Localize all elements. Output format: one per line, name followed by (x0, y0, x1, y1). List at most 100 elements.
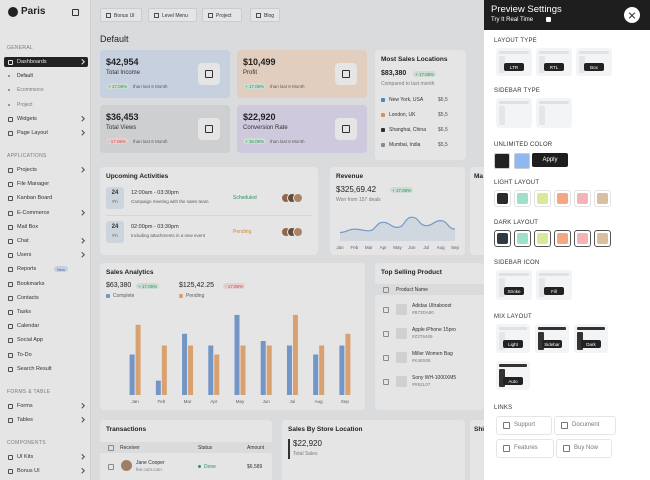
menu-label: Tables (17, 417, 33, 423)
swatch-frame[interactable] (594, 190, 611, 207)
menu-icon (8, 224, 13, 230)
bar (234, 314, 240, 395)
layout-option[interactable]: Sidebar (535, 324, 569, 353)
color-swatch (497, 193, 508, 204)
swatch-frame[interactable] (574, 190, 591, 207)
submenu-item[interactable]: Ecommerce (17, 87, 44, 94)
section-title: GENERAL (7, 45, 33, 51)
checkbox[interactable] (108, 464, 114, 470)
backdrop[interactable] (0, 0, 484, 480)
checkbox[interactable] (383, 331, 389, 337)
menu-item[interactable]: Search Result (4, 364, 88, 374)
activities-card: Upcoming Activities 24 Fri 12:00am - 03:30p… (100, 167, 318, 255)
menu-item[interactable]: To-Do (4, 350, 88, 360)
menu-item[interactable]: Tasks (4, 307, 88, 317)
product-name: Apple iPhone 15pro (412, 327, 456, 333)
swatch-frame[interactable] (594, 230, 611, 247)
stat-label: Profit (243, 70, 258, 76)
submenu-item[interactable]: Default (17, 73, 33, 80)
status: Done (204, 463, 216, 470)
menu-item[interactable]: Bookmarks (4, 279, 88, 289)
checkbox[interactable] (383, 355, 389, 361)
link-button[interactable]: Features (496, 439, 554, 458)
button-label: Bonus UI (114, 12, 135, 19)
menu-item[interactable]: Chat (4, 236, 88, 246)
menu-item[interactable]: E-Commerce (4, 208, 88, 218)
layout-option[interactable]: RTL (536, 48, 572, 76)
menu-icon (8, 60, 13, 65)
menu-item[interactable]: Users (4, 250, 88, 260)
product-image (396, 352, 407, 363)
menu-icon (8, 131, 13, 136)
submenu-item[interactable]: Project (17, 101, 33, 108)
layout-option[interactable]: Auto (496, 361, 530, 390)
close-button[interactable] (624, 7, 640, 23)
column-header: Amount (247, 445, 265, 451)
topbar-button[interactable]: Project (202, 8, 242, 22)
date-box: 24 Fri (106, 187, 124, 209)
swatch-frame[interactable] (574, 230, 591, 247)
submenu-dot (8, 103, 10, 106)
menu-item[interactable]: Projects (4, 165, 88, 175)
checkbox[interactable] (383, 307, 389, 313)
menu-item[interactable]: Kanban Board (4, 193, 88, 203)
layout-option[interactable] (496, 98, 532, 128)
color-swatch (537, 233, 548, 244)
bar (266, 345, 272, 395)
color-swatch[interactable] (514, 153, 530, 169)
swatch-frame[interactable] (494, 230, 511, 247)
topbar-button[interactable]: Bonus UI (100, 8, 142, 22)
swatch-frame[interactable] (494, 190, 511, 207)
option-label: RTL (544, 63, 564, 71)
layout-option[interactable]: LTR (496, 48, 532, 76)
layout-option[interactable]: Light (496, 324, 530, 353)
menu-item[interactable]: Bonus UI (4, 466, 88, 476)
checkbox[interactable] (383, 287, 389, 293)
menu-item[interactable]: Contacts (4, 293, 88, 303)
preview-bar (539, 51, 569, 54)
product-name: Miller Women Bag (412, 351, 453, 357)
menu-item[interactable]: Tables (4, 415, 88, 425)
apply-button[interactable]: Apply (532, 153, 568, 167)
link-button[interactable]: Buy Now (556, 439, 612, 458)
sales-analytics-card: Sales Analytics $63,380 + 17.06% Complete $1… (100, 263, 365, 410)
menu-item[interactable]: Forms (4, 401, 88, 411)
stat-note: than last 6 Month (270, 139, 305, 144)
x-tick-label: Jan (336, 245, 344, 250)
change-badge: - 17.06% (106, 138, 129, 144)
swatch-frame[interactable] (534, 190, 551, 207)
topbar-button[interactable]: Level Menu (148, 8, 197, 22)
bar (182, 333, 188, 395)
menu-item[interactable]: Page Layout (4, 128, 88, 138)
layout-option[interactable]: Stroke (496, 270, 532, 300)
swatch-frame[interactable] (554, 230, 571, 247)
menu-item[interactable]: Dashboards (4, 57, 88, 67)
color-swatch[interactable] (494, 153, 510, 169)
menu-item[interactable]: Mail Box (4, 222, 88, 232)
bar (339, 345, 345, 395)
preview-bar (579, 51, 609, 54)
menu-item[interactable]: Calendar (4, 321, 88, 331)
layout-option[interactable]: Dark (574, 324, 608, 353)
checkbox[interactable] (108, 445, 114, 451)
topbar-button[interactable]: Blog (250, 8, 280, 22)
menu-item[interactable]: Reports New (4, 264, 88, 274)
menu-item[interactable]: Social App (4, 335, 88, 345)
checkbox[interactable] (383, 379, 389, 385)
event-status: Scheduled (233, 195, 257, 201)
layout-option[interactable]: Fill (536, 270, 572, 300)
layout-option[interactable] (536, 98, 572, 128)
menu-item[interactable]: Widgets (4, 114, 88, 124)
swatch-frame[interactable] (514, 190, 531, 207)
link-button[interactable]: Document (554, 416, 616, 435)
stat-value: $22,920 (243, 112, 276, 122)
link-button[interactable]: Support (496, 416, 552, 435)
menu-toggle[interactable] (72, 9, 79, 16)
layout-option[interactable]: Box (576, 48, 612, 76)
swatch-frame[interactable] (534, 230, 551, 247)
menu-label: Bonus UI (17, 468, 40, 475)
menu-item[interactable]: File Manager (4, 179, 88, 189)
swatch-frame[interactable] (554, 190, 571, 207)
menu-item[interactable]: UI Kits (4, 452, 88, 462)
swatch-frame[interactable] (514, 230, 531, 247)
